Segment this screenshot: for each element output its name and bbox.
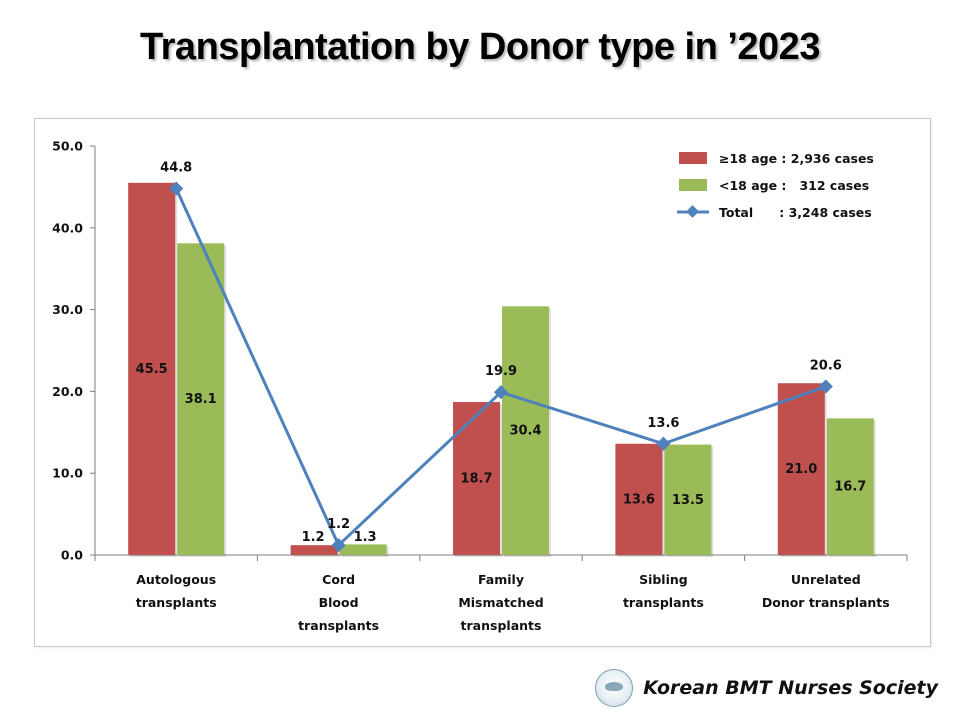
bar-child bbox=[339, 544, 387, 555]
bar-child bbox=[502, 306, 549, 555]
x-tick-label-line: transplants bbox=[298, 618, 379, 633]
total-point-marker bbox=[169, 181, 184, 196]
x-tick-label-line: Family bbox=[478, 572, 524, 587]
bar-adult bbox=[453, 402, 500, 555]
x-tick-label-line: Cord bbox=[322, 572, 355, 587]
total-value-label: 1.2 bbox=[327, 517, 350, 532]
y-tick-label: 20.0 bbox=[52, 384, 83, 399]
total-point-marker bbox=[656, 436, 671, 451]
society-name: Korean BMT Nurses Society bbox=[643, 677, 938, 699]
y-tick-label: 40.0 bbox=[52, 220, 83, 235]
bar-adult bbox=[290, 545, 338, 555]
bar-adult bbox=[777, 383, 825, 555]
bar-adult bbox=[128, 182, 176, 555]
legend-adult-swatch bbox=[679, 152, 707, 164]
y-tick-label: 10.0 bbox=[52, 466, 83, 481]
x-tick-label: Unrelated Donor transplants bbox=[762, 572, 890, 610]
x-tick-label-line: Donor transplants bbox=[762, 595, 890, 610]
total-point-marker bbox=[493, 385, 509, 400]
y-tick-label: 0.0 bbox=[61, 548, 83, 563]
x-tick-label-line: transplants bbox=[461, 618, 542, 633]
chart-total-line bbox=[169, 181, 833, 553]
chart-svg: 0.0 10.0 20.0 30.0 40.0 50.0 Autologous transpl… bbox=[52, 139, 908, 633]
page-title: Transplantation by Donor type in ’2023 bbox=[140, 26, 820, 68]
x-tick-label: Cord Blood transplants bbox=[298, 572, 379, 633]
bar-adult-value-label: 45.5 bbox=[136, 362, 168, 377]
chart-legend: ≥18 age : 2,936 cases <18 age : 312 cases… bbox=[677, 151, 874, 220]
bar-adult-value-label: 21.0 bbox=[785, 462, 817, 477]
y-tick-label: 50.0 bbox=[52, 139, 83, 154]
bar-child-value-label: 38.1 bbox=[185, 392, 217, 407]
chart-bars bbox=[128, 182, 876, 557]
bar-adult bbox=[615, 443, 663, 555]
bar-child bbox=[177, 243, 225, 555]
chart-container: 0.0 10.0 20.0 30.0 40.0 50.0 Autologous transpl… bbox=[34, 118, 931, 647]
x-tick-label-line: Unrelated bbox=[791, 572, 861, 587]
legend-adult-label: ≥18 age : 2,936 cases bbox=[719, 151, 874, 166]
bar-adult-value-label: 1.2 bbox=[302, 530, 325, 545]
y-tick-label: 30.0 bbox=[52, 302, 83, 317]
total-value-label: 13.6 bbox=[647, 416, 679, 431]
legend-total-marker bbox=[686, 205, 699, 218]
x-tick-label: Sibling transplants bbox=[623, 572, 704, 610]
total-value-label: 44.8 bbox=[160, 161, 192, 176]
total-value-label: 19.9 bbox=[485, 364, 517, 379]
total-value-label: 20.6 bbox=[810, 358, 842, 373]
x-tick-label-line: transplants bbox=[623, 595, 704, 610]
bar-child bbox=[826, 418, 874, 555]
total-point-marker bbox=[331, 538, 346, 553]
bar-child-value-label: 1.3 bbox=[354, 530, 377, 545]
x-tick-label-line: Blood bbox=[319, 595, 359, 610]
x-tick-label-line: Mismatched bbox=[458, 595, 543, 610]
bar-child-value-label: 16.7 bbox=[834, 480, 866, 495]
x-tick-label: Autologous transplants bbox=[136, 572, 217, 610]
total-point-marker bbox=[818, 379, 833, 394]
bar-child bbox=[664, 444, 712, 555]
bar-child-value-label: 13.5 bbox=[672, 493, 704, 508]
bar-adult-value-label: 13.6 bbox=[623, 492, 655, 507]
bar-adult-value-label: 18.7 bbox=[460, 472, 492, 487]
legend-child-swatch bbox=[679, 179, 707, 191]
legend-total-label: Total : 3,248 cases bbox=[719, 205, 872, 220]
legend-child-label: <18 age : 312 cases bbox=[719, 178, 869, 193]
x-tick-label-line: Sibling bbox=[639, 572, 688, 587]
x-tick-label-line: transplants bbox=[136, 595, 217, 610]
chart-data-labels: 45.5 38.1 1.2 1.3 18.7 30.4 13.6 13.5 21.0 16.7 44… bbox=[136, 161, 867, 545]
society-logo-icon bbox=[595, 669, 634, 707]
bar-child-value-label: 30.4 bbox=[509, 424, 541, 439]
footer: Korean BMT Nurses Society bbox=[595, 668, 938, 708]
x-tick-label: Family Mismatched transplants bbox=[458, 572, 543, 633]
x-tick-label-line: Autologous bbox=[136, 572, 216, 587]
chart-axes: 0.0 10.0 20.0 30.0 40.0 50.0 Autologous transpl… bbox=[52, 139, 908, 633]
